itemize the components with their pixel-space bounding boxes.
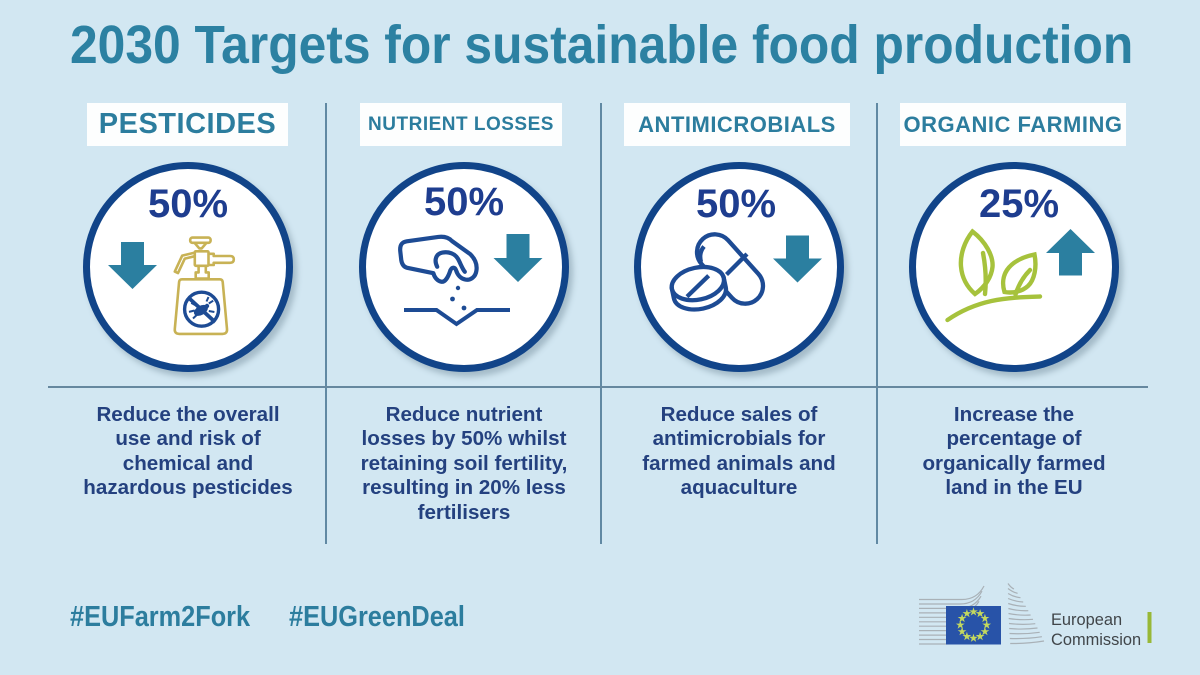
svg-text:European: European [1051,611,1122,629]
svg-text:Commission: Commission [1051,631,1141,649]
